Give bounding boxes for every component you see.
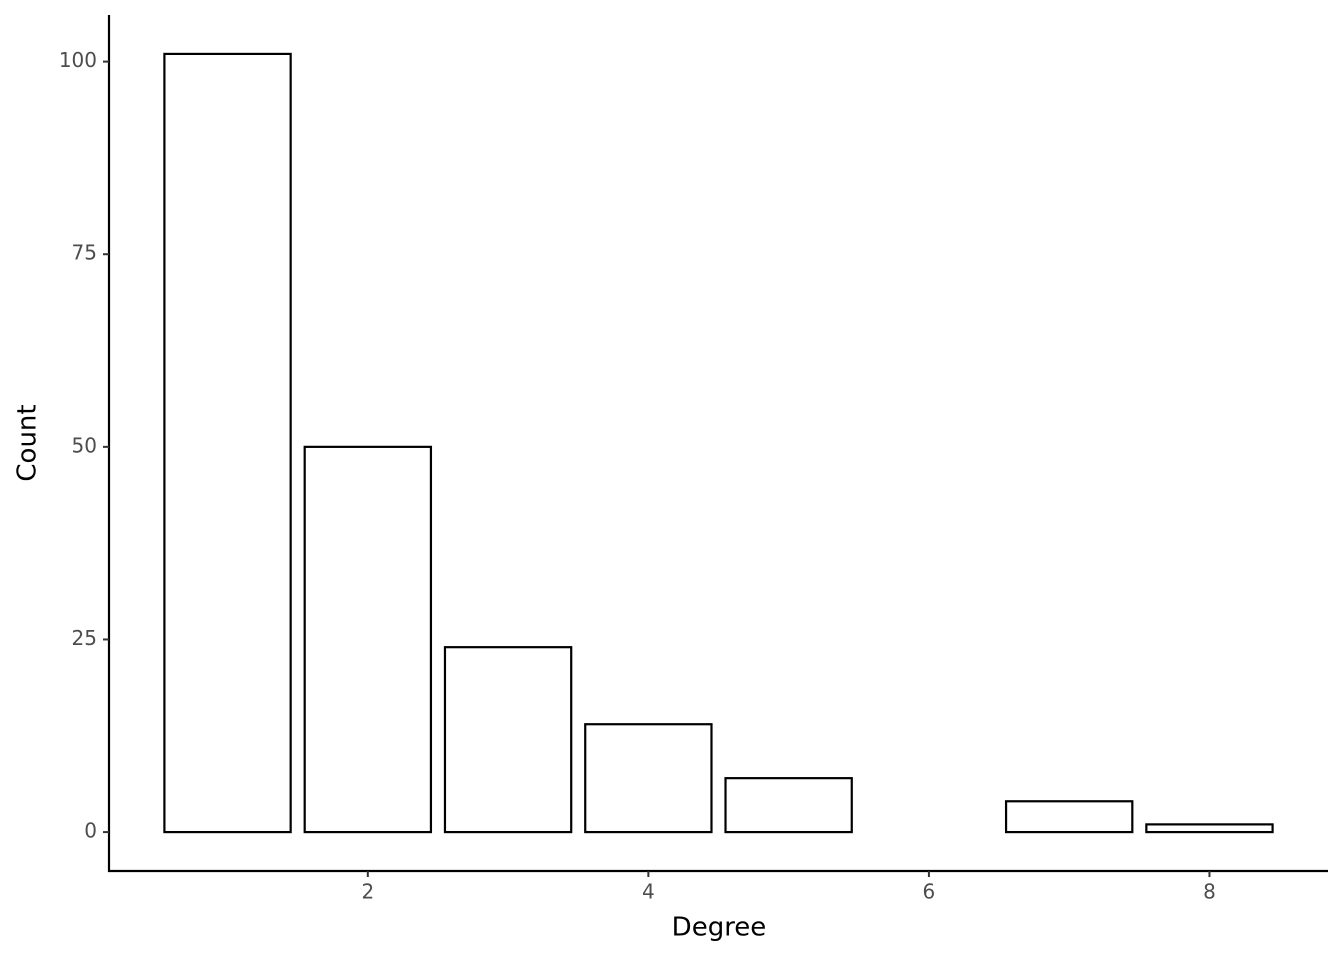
x-tick-label: 8 [1203, 880, 1216, 904]
y-tick-label: 75 [72, 241, 97, 265]
bar [584, 723, 713, 834]
y-tick-label: 0 [84, 819, 97, 843]
y-axis-title: Count [13, 404, 43, 481]
bar [163, 52, 292, 834]
y-tick-label: 50 [72, 433, 97, 457]
bar [1004, 800, 1134, 834]
x-tick-label: 2 [361, 880, 374, 904]
bar [303, 445, 433, 834]
y-tick-label: 100 [59, 48, 97, 72]
bar [443, 646, 573, 834]
x-tick-label: 6 [923, 880, 936, 904]
x-axis-title: Degree [672, 913, 767, 943]
bar [724, 777, 853, 834]
y-tick-label: 25 [72, 626, 97, 650]
bar [1145, 823, 1274, 834]
x-tick-label: 4 [642, 880, 655, 904]
